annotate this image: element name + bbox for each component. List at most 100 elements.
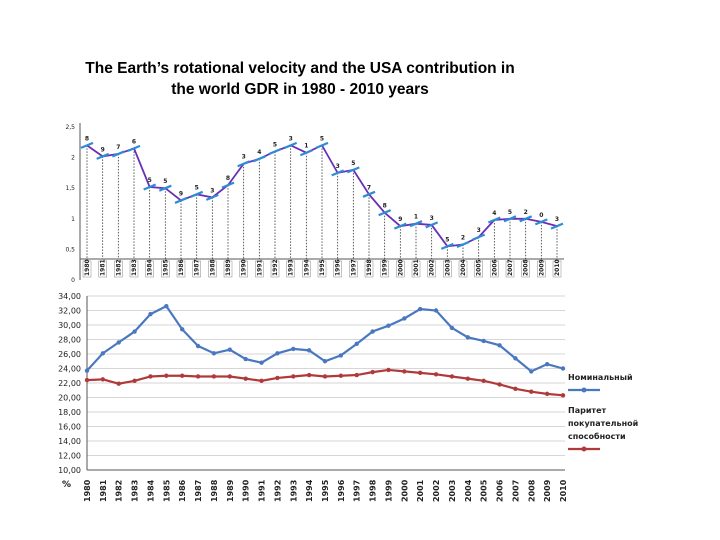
velocity-point-marker [440, 242, 454, 250]
gdp-point-1 [306, 372, 312, 378]
velocity-x-tick-label: 2009 [538, 259, 545, 276]
velocity-point-marker [127, 144, 141, 152]
gdp-x-tick-label: 2002 [432, 480, 441, 502]
gdp-legend-text: Паритет [568, 406, 606, 415]
gdp-x-tick-label: 1989 [226, 479, 235, 502]
gdp-point-1 [164, 373, 169, 378]
velocity-x-tick-box [270, 260, 280, 278]
velocity-x-tick-box [505, 260, 515, 278]
velocity-x-tick-label: 1996 [335, 259, 342, 276]
velocity-x-tick-label: 1992 [272, 259, 279, 276]
gdp-point-0 [449, 325, 455, 331]
gdp-point-0 [544, 361, 550, 367]
velocity-x-tick-label: 1997 [350, 259, 357, 276]
velocity-point-label: 5 [148, 177, 152, 184]
gdp-point-1 [560, 393, 566, 398]
velocity-x-tick-label: 2001 [413, 259, 420, 276]
velocity-x-tick-box [145, 260, 154, 278]
gdp-x-tick-label: 1983 [131, 480, 140, 502]
title-line-2: the world GDR in 1980 - 2010 years [171, 81, 429, 98]
velocity-x-tick-box [176, 260, 186, 278]
gdp-point-0 [370, 329, 375, 334]
velocity-x-tick-label: 2005 [476, 259, 483, 276]
velocity-x-tick-label: 1984 [147, 259, 154, 276]
gdp-point-1 [433, 372, 439, 377]
velocity-x-tick-box [129, 260, 139, 278]
velocity-y-tick-label: 1,5 [65, 185, 75, 192]
gdp-y-tick-label: 24,00 [58, 365, 81, 374]
gdp-y-tick-label: 18,00 [58, 408, 81, 417]
velocity-x-tick-box [161, 260, 170, 278]
velocity-point-label: 2 [524, 209, 528, 216]
velocity-x-tick-box [458, 260, 468, 278]
gdp-x-tick-label: 1995 [321, 479, 330, 502]
gdp-point-0 [132, 329, 137, 334]
velocity-point-marker [472, 233, 486, 241]
gdp-point-1 [544, 391, 550, 397]
velocity-x-tick-box [552, 260, 562, 278]
gdp-x-tick-label: 1991 [258, 479, 267, 502]
gdp-point-1 [100, 377, 106, 382]
gdp-point-0 [148, 311, 153, 317]
velocity-point-marker [362, 190, 376, 198]
velocity-point-label: 9 [179, 190, 183, 197]
gdp-point-0 [211, 351, 217, 356]
velocity-x-tick-label: 1987 [194, 259, 201, 276]
gdp-x-tick-label: 1996 [337, 479, 346, 502]
velocity-y-tick-label: 0,5 [65, 246, 75, 253]
gdp-point-0 [529, 369, 534, 374]
gdp-point-0 [164, 303, 169, 309]
velocity-point-label: 1 [304, 143, 308, 150]
velocity-x-tick-label: 1981 [100, 259, 107, 276]
gdp-y-tick-label: 10,00 [58, 466, 81, 475]
gdp-point-1 [449, 374, 455, 379]
gdp-point-1 [291, 374, 296, 379]
velocity-x-tick-box [537, 260, 546, 278]
gdp-point-0 [560, 366, 566, 371]
gdp-point-0 [195, 343, 201, 349]
velocity-point-label: 7 [116, 144, 120, 151]
gdp-y-tick-label: 16,00 [58, 423, 81, 432]
velocity-x-tick-box [317, 260, 327, 278]
gdp-point-1 [481, 378, 486, 384]
velocity-point-label: 3 [477, 227, 481, 234]
velocity-x-tick-label: 1980 [84, 259, 91, 276]
gdp-x-tick-label: 2007 [511, 480, 520, 502]
velocity-point-label: 8 [226, 175, 230, 182]
gdp-legend-text: Номинальный [568, 373, 633, 382]
velocity-point-marker [487, 216, 501, 224]
velocity-point-label: 5 [195, 184, 199, 191]
velocity-point-label: 0 [539, 212, 543, 219]
gdp-point-0 [291, 346, 296, 352]
velocity-x-tick-box [474, 260, 483, 278]
gdp-point-1 [84, 377, 90, 383]
gdp-point-0 [386, 323, 391, 328]
velocity-point-marker [503, 215, 517, 223]
gdp-y-tick-label: 28,00 [58, 336, 81, 345]
velocity-point-label: 5 [445, 236, 449, 243]
velocity-point-label: 3 [555, 216, 559, 223]
gdp-x-tick-label: 2009 [543, 479, 552, 502]
gdp-point-1 [370, 369, 375, 375]
gdp-y-tick-label: 12,00 [58, 452, 81, 461]
velocity-point-label: 3 [336, 163, 340, 170]
gdp-x-tick-label: 1994 [305, 479, 314, 502]
velocity-x-tick-label: 2008 [523, 259, 530, 276]
gdp-legend-text: способности [568, 431, 626, 441]
gdp-point-1 [132, 378, 137, 384]
gdp-x-tick-label: 1988 [210, 479, 219, 502]
velocity-x-tick-box [286, 260, 295, 278]
velocity-x-tick-box [208, 260, 217, 278]
gdp-point-1 [338, 373, 344, 378]
velocity-point-marker [158, 184, 172, 192]
velocity-x-tick-label: 1991 [256, 259, 263, 276]
velocity-y-tick-label: 1 [71, 216, 75, 223]
gdp-point-0 [338, 353, 344, 358]
velocity-point-label: 3 [289, 135, 293, 142]
velocity-x-tick-label: 1989 [225, 259, 232, 276]
gdp-point-0 [402, 316, 407, 321]
velocity-point-marker [299, 149, 313, 157]
velocity-point-label: 3 [210, 187, 214, 194]
gdp-point-0 [306, 348, 312, 353]
velocity-x-tick-box [521, 260, 530, 278]
